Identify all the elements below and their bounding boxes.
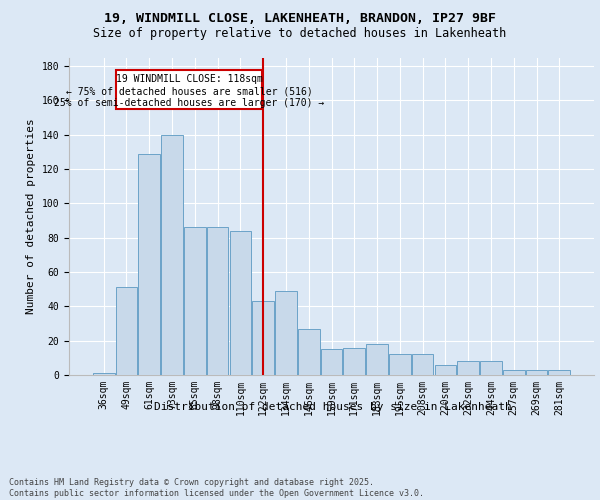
Bar [230,231,251,375]
FancyBboxPatch shape [116,70,262,109]
Text: 25% of semi-detached houses are larger (170) →: 25% of semi-detached houses are larger (… [54,98,324,108]
Y-axis label: Number of detached properties: Number of detached properties [26,118,36,314]
Bar [116,288,137,375]
Text: Distribution of detached houses by size in Lakenheath: Distribution of detached houses by size … [154,402,512,412]
Text: 19, WINDMILL CLOSE, LAKENHEATH, BRANDON, IP27 9BF: 19, WINDMILL CLOSE, LAKENHEATH, BRANDON,… [104,12,496,26]
Bar [161,134,183,375]
Bar [139,154,160,375]
Bar [275,291,297,375]
Bar [548,370,570,375]
Bar [366,344,388,375]
Bar [389,354,410,375]
Text: Contains HM Land Registry data © Crown copyright and database right 2025.
Contai: Contains HM Land Registry data © Crown c… [9,478,424,498]
Bar [412,354,433,375]
Bar [343,348,365,375]
Bar [457,362,479,375]
Bar [480,362,502,375]
Bar [253,301,274,375]
Bar [93,374,115,375]
Bar [184,228,206,375]
Bar [503,370,524,375]
Bar [298,328,320,375]
Bar [526,370,547,375]
Text: Size of property relative to detached houses in Lakenheath: Size of property relative to detached ho… [94,28,506,40]
Text: ← 75% of detached houses are smaller (516): ← 75% of detached houses are smaller (51… [66,86,313,96]
Bar [434,364,456,375]
Bar [207,228,229,375]
Text: 19 WINDMILL CLOSE: 118sqm: 19 WINDMILL CLOSE: 118sqm [116,74,263,85]
Bar [320,350,343,375]
